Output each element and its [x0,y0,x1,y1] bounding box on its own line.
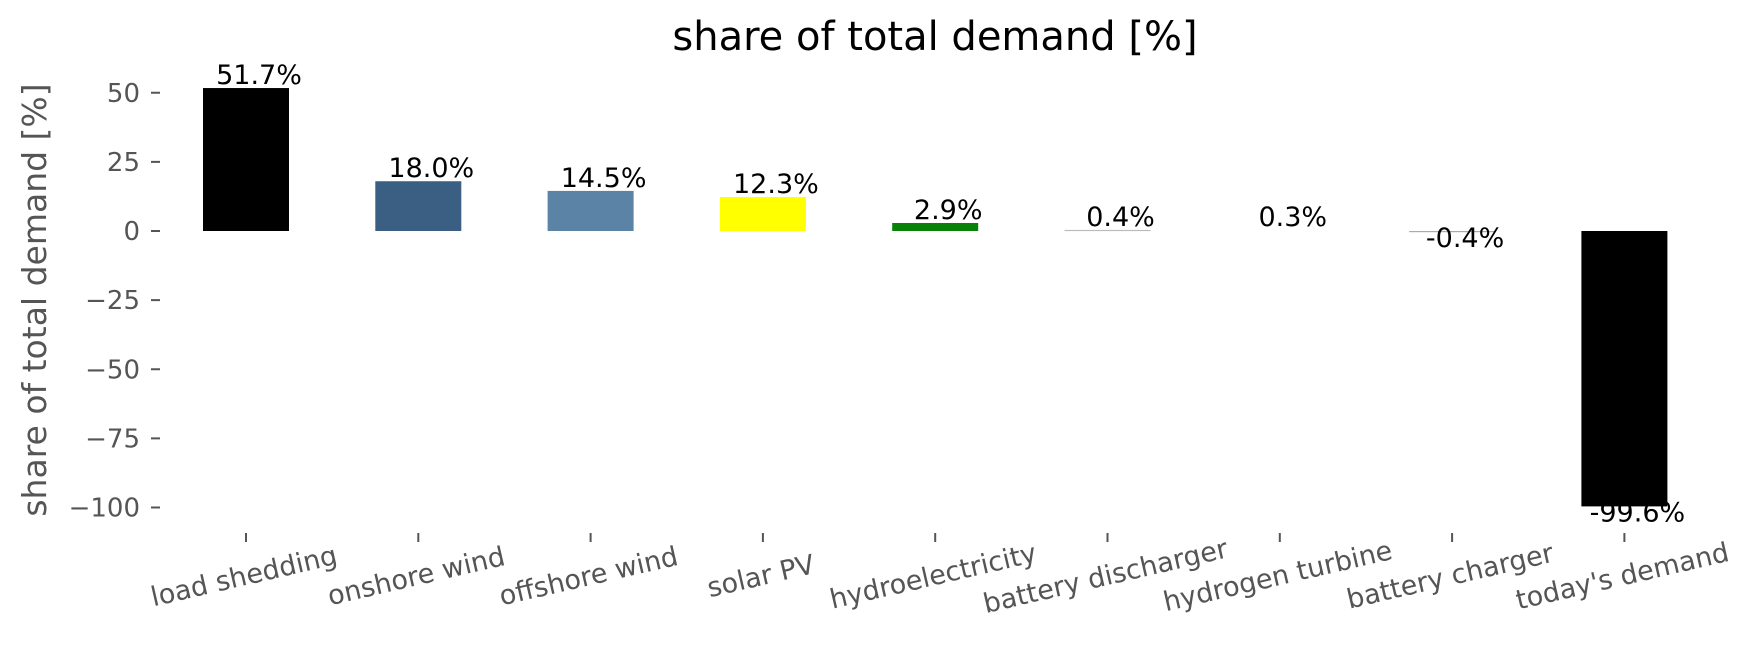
bar-value-label: -0.4% [1426,223,1504,254]
bar [1409,231,1496,233]
bar [719,196,806,231]
x-tick-label: offshore wind [496,541,681,612]
chart-title: share of total demand [%] [672,14,1197,60]
y-axis: 50 25 0 −25 −50 −75 −100 [69,79,160,524]
bar [1064,229,1151,232]
bar-value-label: 14.5% [561,163,647,194]
value-labels-group: 51.7% 18.0% 14.5% 12.3% 2.9% 0.4% 0.3% -0.4% -99… [216,60,1685,528]
y-tick-label: 25 [107,148,140,178]
bar-value-label: 12.3% [733,169,819,200]
bar-value-label: -99.6% [1590,497,1686,528]
y-tick-label: 50 [107,79,140,109]
bar-value-label: 0.4% [1086,202,1155,233]
y-tick-label: 0 [123,217,140,247]
bar-value-label: 51.7% [216,60,302,91]
bar [1581,231,1668,507]
bar [892,222,979,231]
bar-value-label: 18.0% [388,153,474,184]
y-tick-label: −50 [85,355,140,385]
bars-group [203,88,1668,507]
y-tick-label: −100 [69,494,140,524]
x-tick-label: onshore wind [325,541,508,612]
x-tick-label: load shedding [148,540,340,613]
bar-value-label: 0.3% [1258,202,1327,233]
x-tick-label: solar PV [704,549,818,604]
bar [203,88,289,231]
bar [547,190,634,231]
y-tick-label: −25 [85,286,140,316]
bar [1236,230,1323,232]
y-tick-label: −75 [85,424,140,454]
bar-value-label: 2.9% [914,195,983,226]
y-axis-label: share of total demand [%] [15,83,54,516]
bar [375,181,462,231]
